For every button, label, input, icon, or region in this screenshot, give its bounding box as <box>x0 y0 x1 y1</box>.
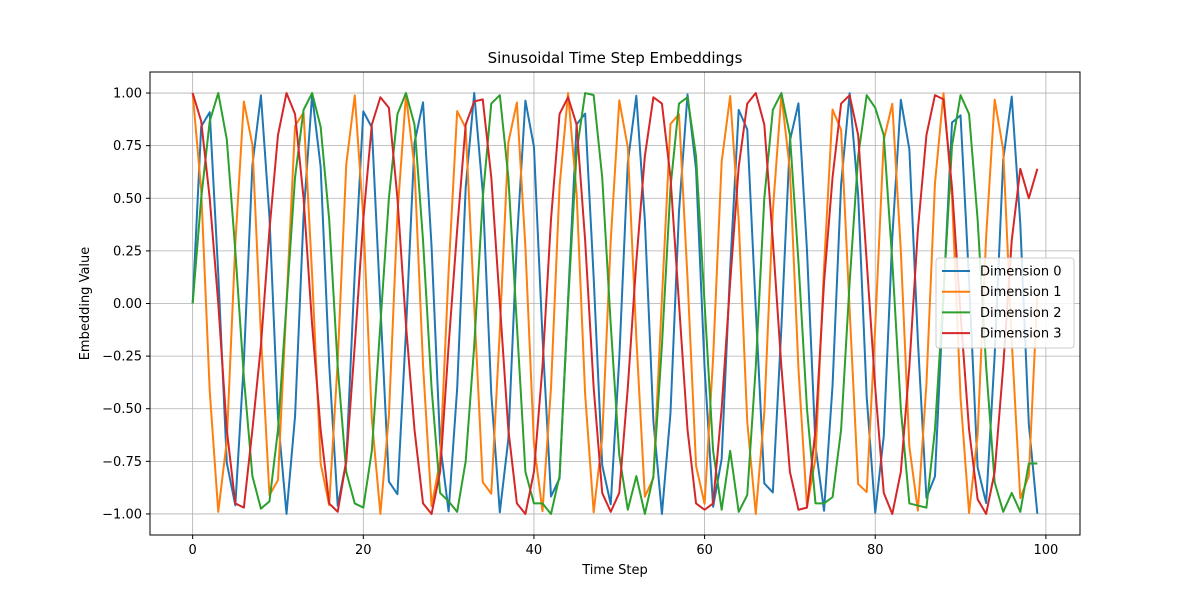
x-axis-label: Time Step <box>581 563 648 578</box>
axis-ticks: 0 20 40 60 80 100 1.00 0.75 0.50 0.25 0.00 −0.25 −0.… <box>102 87 1058 558</box>
legend-label: Dimension 2 <box>980 306 1062 321</box>
y-tick-label: −0.25 <box>102 350 142 365</box>
legend-label: Dimension 3 <box>980 327 1062 342</box>
y-tick-label: 0.25 <box>113 244 142 259</box>
y-tick-label: 0.50 <box>113 192 142 207</box>
x-tick-label: 100 <box>1033 543 1058 558</box>
x-tick-label: 80 <box>867 543 884 558</box>
x-tick-label: 40 <box>526 543 543 558</box>
chart-title: Sinusoidal Time Step Embeddings <box>488 49 743 67</box>
legend-box <box>935 257 1075 349</box>
legend-label: Dimension 1 <box>980 285 1062 300</box>
x-tick-label: 20 <box>355 543 372 558</box>
y-tick-label: −1.00 <box>102 507 142 522</box>
y-tick-label: −0.50 <box>102 402 142 417</box>
series-line-dimension-2 <box>191 92 1038 515</box>
legend: Dimension 0 Dimension 1 Dimension 2 Dimensi… <box>935 257 1075 349</box>
y-tick-label: 0.75 <box>113 139 142 154</box>
y-tick-label: −0.75 <box>102 455 142 470</box>
y-tick-label: 0.00 <box>113 297 142 312</box>
series-line-dimension-1 <box>191 92 1039 515</box>
series-lines <box>191 92 1039 515</box>
series-line-dimension-3 <box>191 92 1039 515</box>
y-axis-label: Embedding Value <box>78 247 93 361</box>
legend-label: Dimension 0 <box>980 265 1062 280</box>
y-tick-label: 1.00 <box>113 87 142 102</box>
x-tick-label: 0 <box>189 543 197 558</box>
x-tick-label: 60 <box>696 543 713 558</box>
